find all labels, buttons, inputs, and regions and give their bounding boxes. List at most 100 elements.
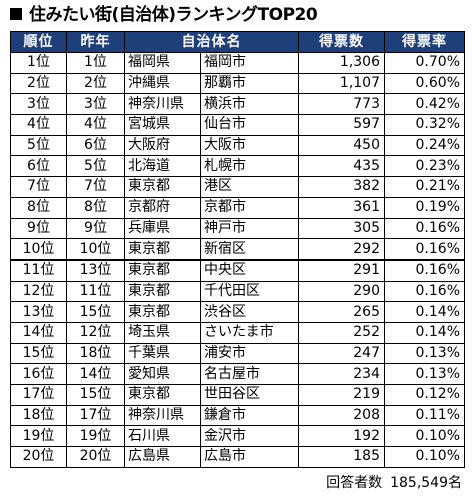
votes-cell: 450	[298, 134, 385, 157]
vote-rate-cell: 0.11%	[384, 404, 465, 427]
prefecture-cell: 京都府	[124, 196, 201, 219]
rank-cell: 9位	[10, 217, 67, 240]
page-title: 住みたい街(自治体)ランキングTOP20	[10, 4, 318, 26]
last-year-cell: 18位	[66, 342, 125, 365]
prefecture-cell: 神奈川県	[124, 93, 201, 116]
prefecture-cell: 広島県	[124, 446, 201, 468]
prefecture-cell: 東京都	[124, 238, 201, 261]
vote-rate-cell: 0.19%	[384, 196, 465, 219]
votes-cell: 265	[298, 301, 385, 323]
city-cell: 仙台市	[200, 114, 299, 136]
last-year-cell: 9位	[66, 217, 125, 240]
last-year-cell: 6位	[66, 134, 125, 157]
vote-rate-cell: 0.13%	[384, 363, 465, 385]
rank-cell: 6位	[10, 155, 67, 178]
city-cell: 名古屋市	[200, 363, 299, 385]
votes-cell: 361	[298, 196, 385, 219]
last-year-cell: 3位	[66, 93, 125, 116]
last-year-cell: 1位	[66, 52, 125, 74]
vote-rate-cell: 0.13%	[384, 342, 465, 365]
votes-cell: 291	[298, 258, 385, 282]
city-cell: 大阪市	[200, 134, 299, 157]
last-year-cell: 19位	[66, 425, 125, 448]
votes-cell: 305	[298, 217, 385, 240]
header-rank: 順位	[10, 31, 67, 53]
last-year-cell: 5位	[66, 155, 125, 178]
table-row: 10位 10位 東京都 新宿区 292 0.16%	[10, 238, 465, 261]
vote-rate-cell: 0.23%	[384, 155, 465, 178]
last-year-cell: 8位	[66, 196, 125, 219]
table-row: 18位 17位 神奈川県 鎌倉市 208 0.11%	[10, 404, 465, 427]
votes-cell: 435	[298, 155, 385, 178]
votes-cell: 185	[298, 446, 385, 468]
respondent-count-value: 185,549名	[390, 475, 462, 491]
city-cell: 港区	[200, 176, 299, 198]
vote-rate-cell: 0.70%	[384, 52, 465, 74]
table-row: 14位 12位 埼玉県 さいたま市 252 0.14%	[10, 321, 465, 344]
vote-rate-cell: 0.42%	[384, 93, 465, 116]
rank-cell: 7位	[10, 176, 67, 198]
header-last-year: 昨年	[66, 31, 125, 53]
vote-rate-cell: 0.10%	[384, 446, 465, 468]
ranking-table: 順位 昨年 自治体名 得票数 得票率 1位 1位 福岡県 福岡市 1,306 0.70% 2…	[10, 31, 465, 468]
table-row: 11位 13位 東京都 中央区 291 0.16%	[10, 258, 465, 282]
table-row: 13位 15位 東京都 渋谷区 265 0.14%	[10, 301, 465, 323]
vote-rate-cell: 0.14%	[384, 301, 465, 323]
vote-rate-cell: 0.16%	[384, 238, 465, 261]
rank-cell: 2位	[10, 72, 67, 95]
prefecture-cell: 東京都	[124, 258, 201, 282]
table-row: 3位 3位 神奈川県 横浜市 773 0.42%	[10, 93, 465, 116]
table-row: 2位 2位 沖縄県 那覇市 1,107 0.60%	[10, 72, 465, 95]
last-year-cell: 20位	[66, 446, 125, 468]
city-cell: 福岡市	[200, 52, 299, 74]
prefecture-cell: 千葉県	[124, 342, 201, 365]
title-square-icon	[10, 8, 22, 20]
last-year-cell: 11位	[66, 280, 125, 303]
city-cell: 中央区	[200, 258, 299, 282]
votes-cell: 382	[298, 176, 385, 198]
city-cell: 金沢市	[200, 425, 299, 448]
city-cell: 新宿区	[200, 238, 299, 261]
votes-cell: 219	[298, 384, 385, 406]
table-row: 9位 9位 兵庫県 神戸市 305 0.16%	[10, 217, 465, 240]
rank-cell: 5位	[10, 134, 67, 157]
rank-cell: 19位	[10, 425, 67, 448]
rank-cell: 3位	[10, 93, 67, 116]
vote-rate-cell: 0.24%	[384, 134, 465, 157]
prefecture-cell: 東京都	[124, 280, 201, 303]
city-cell: 那覇市	[200, 72, 299, 95]
city-cell: さいたま市	[200, 321, 299, 344]
city-cell: 鎌倉市	[200, 404, 299, 427]
table-row: 6位 5位 北海道 札幌市 435 0.23%	[10, 155, 465, 178]
last-year-cell: 17位	[66, 404, 125, 427]
vote-rate-cell: 0.10%	[384, 425, 465, 448]
vote-rate-cell: 0.16%	[384, 258, 465, 282]
vote-rate-cell: 0.16%	[384, 217, 465, 240]
vote-rate-cell: 0.32%	[384, 114, 465, 136]
votes-cell: 597	[298, 114, 385, 136]
last-year-cell: 12位	[66, 321, 125, 344]
city-cell: 渋谷区	[200, 301, 299, 323]
table-row: 8位 8位 京都府 京都市 361 0.19%	[10, 196, 465, 219]
last-year-cell: 7位	[66, 176, 125, 198]
last-year-cell: 2位	[66, 72, 125, 95]
vote-rate-cell: 0.12%	[384, 384, 465, 406]
city-cell: 横浜市	[200, 93, 299, 116]
last-year-cell: 13位	[66, 258, 125, 282]
votes-cell: 234	[298, 363, 385, 385]
prefecture-cell: 大阪府	[124, 134, 201, 157]
header-votes: 得票数	[298, 31, 385, 53]
table-row: 16位 14位 愛知県 名古屋市 234 0.13%	[10, 363, 465, 385]
table-row: 4位 4位 宮城県 仙台市 597 0.32%	[10, 114, 465, 136]
rank-cell: 18位	[10, 404, 67, 427]
table-row: 20位 20位 広島県 広島市 185 0.10%	[10, 446, 465, 468]
city-cell: 世田谷区	[200, 384, 299, 406]
rank-cell: 20位	[10, 446, 67, 468]
votes-cell: 252	[298, 321, 385, 344]
header-vote-rate: 得票率	[384, 31, 465, 53]
rank-cell: 10位	[10, 238, 67, 261]
rank-cell: 16位	[10, 363, 67, 385]
rank-cell: 4位	[10, 114, 67, 136]
votes-cell: 1,107	[298, 72, 385, 95]
prefecture-cell: 神奈川県	[124, 404, 201, 427]
